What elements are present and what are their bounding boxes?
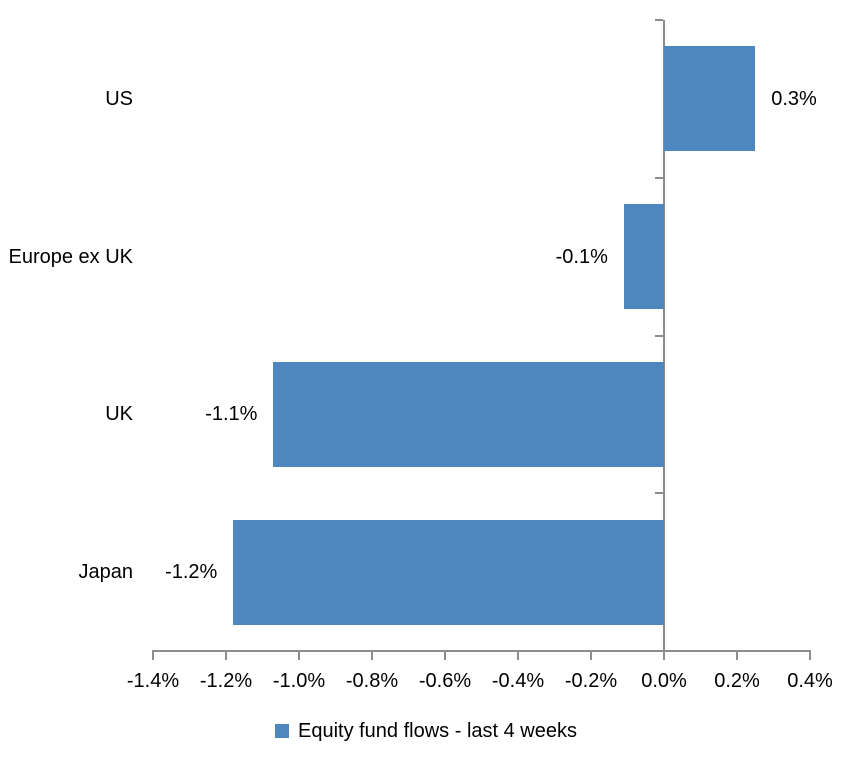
x-axis-tick — [809, 652, 811, 660]
x-tick-label: -1.2% — [199, 670, 253, 692]
legend-swatch-icon — [274, 724, 289, 738]
x-axis-tick — [371, 652, 373, 660]
x-tick-label: -0.2% — [564, 670, 618, 692]
category-label: Japan — [78, 561, 134, 584]
legend: Equity fund flows - last 4 weeks — [0, 717, 852, 745]
value-zero-axis-line — [663, 20, 665, 651]
x-tick-label: 0.4% — [787, 670, 833, 692]
category-axis-tick — [655, 176, 663, 179]
category-label: Europe ex UK — [8, 245, 133, 268]
bar-europe-ex-uk — [623, 204, 664, 310]
x-tick-label: 0.0% — [641, 670, 687, 692]
x-tick-label: -0.4% — [491, 670, 545, 692]
bar-value-label: 0.3% — [771, 87, 817, 110]
x-tick-label: 0.2% — [714, 670, 760, 692]
bar-value-label: -1.2% — [165, 561, 218, 584]
category-axis-tick — [655, 19, 663, 21]
x-tick-label: -0.8% — [345, 670, 399, 692]
x-axis-tick — [736, 652, 738, 660]
x-axis-line — [152, 650, 811, 652]
x-axis-tick — [298, 652, 300, 660]
x-axis-tick — [517, 652, 519, 660]
bar-uk — [273, 361, 664, 467]
x-tick-label: -1.4% — [126, 670, 180, 692]
bar-us — [664, 46, 756, 152]
bar-japan — [233, 519, 664, 625]
bar-value-label: -1.1% — [205, 403, 258, 426]
x-axis-tick — [663, 652, 665, 660]
x-axis-tick — [590, 652, 592, 660]
x-tick-label: -0.6% — [418, 670, 472, 692]
x-axis-tick — [225, 652, 227, 660]
category-axis-tick — [655, 334, 663, 337]
category-label: US — [105, 87, 133, 110]
category-axis-tick — [655, 492, 663, 495]
legend-label: Equity fund flows - last 4 weeks — [297, 719, 577, 742]
x-axis-tick — [152, 652, 154, 660]
x-axis-tick — [444, 652, 446, 660]
bar-value-label: -0.1% — [555, 245, 608, 268]
category-label: UK — [105, 403, 133, 426]
x-tick-label: -1.0% — [272, 670, 326, 692]
